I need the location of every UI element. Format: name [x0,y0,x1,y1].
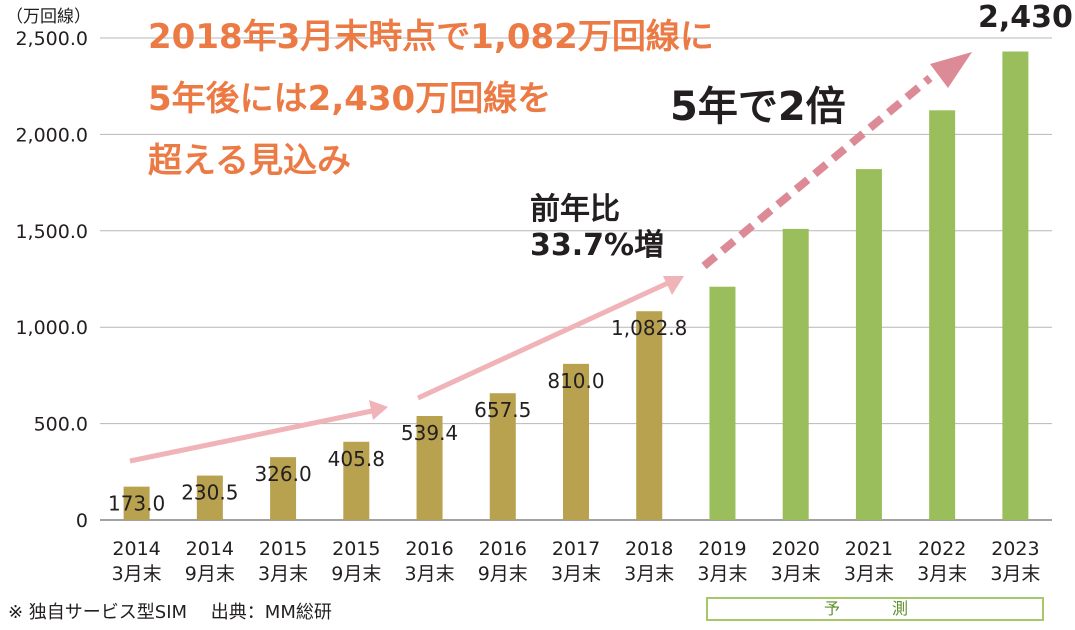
source-footnote: ※ 独自サービス型SIM 出典：MM総研 [8,602,332,623]
x-category-period: 3月末 [697,563,747,585]
yoy-growth: 前年比 33.7%増 [530,192,664,264]
x-category-period: 3月末 [990,563,1040,585]
data-labels: 173.0 230.5 326.0 405.8 539.4 657.5 810.0 1,082… [108,316,687,515]
data-label: 173.0 [108,492,165,516]
callout-line-3: 超える見込み [148,141,351,181]
bar [489,393,516,520]
x-category-period: 9月末 [331,563,381,585]
x-category-period: 9月末 [478,563,528,585]
x-category-year: 2016 [479,538,527,560]
x-category-year: 2021 [845,538,893,560]
bar [270,457,297,520]
bar [563,363,589,520]
yoy-label: 前年比 [530,192,620,227]
bar [709,286,736,520]
y-tick-label: 1,500.0 [15,221,88,243]
bar [1002,51,1029,520]
trend-arrow-line-1 [129,408,373,464]
x-category-year: 2015 [332,538,380,560]
x-category-year: 2019 [698,538,746,560]
callout-text: 2018年3月末時点で1,082万回線に 5年後には2,430万回線を 超える見… [148,6,828,192]
x-category-period: 3月末 [258,563,308,585]
x-category-year: 2016 [405,538,453,560]
x-category-period: 3月末 [112,563,162,585]
x-category-period: 3月末 [624,563,674,585]
bar [343,441,370,520]
x-category-year: 2017 [552,538,600,560]
data-label: 230.5 [181,481,238,505]
yoy-value: 33.7%増 [530,228,665,263]
x-category-period: 3月末 [917,563,967,585]
trend-arrow-head-1 [369,400,388,420]
callout-line-2: 5年後には2,430万回線を [148,79,552,119]
y-tick-label: 0 [76,510,88,532]
x-category-period: 9月末 [185,563,235,585]
x-category-period: 3月末 [844,563,894,585]
forecast-arrow-line [701,74,933,270]
data-label: 1,082.8 [611,316,687,340]
bar [855,169,882,520]
x-category-year: 2020 [772,538,820,560]
bar [196,475,223,520]
x-category-year: 2015 [259,538,307,560]
data-label: 326.0 [254,462,311,486]
bar [123,486,150,520]
forecast-arrow-head [930,52,972,88]
y-tick-label: 1,000.0 [15,317,88,339]
peak-value-label: 2,430 [978,0,1073,35]
data-label: 657.5 [474,398,531,422]
bar [782,228,809,520]
headline-double: 5年で2倍 [670,84,846,130]
x-category-period: 3月末 [404,563,454,585]
bar [416,416,443,520]
y-axis-ticks: 0 500.0 1,000.0 1,500.0 2,000.0 2,500.0 [15,28,88,532]
data-label: 405.8 [328,447,385,471]
y-tick-label: 2,000.0 [15,124,88,146]
x-category-year: 2022 [918,538,966,560]
trend-arrows [129,52,972,464]
x-axis-categories: 2014 3月末 2014 9月末 2015 3月末 2015 9月末 2016 3月末 2016 9… [112,538,1041,585]
y-axis-unit: （万回線） [6,7,91,27]
callout-line-1: 2018年3月末時点で1,082万回線に [148,17,714,57]
x-category-period: 3月末 [551,563,601,585]
trend-arrow-line-2 [416,280,670,401]
bars [123,51,1029,521]
data-label: 810.0 [547,369,604,393]
y-tick-label: 2,500.0 [15,28,88,50]
bar [929,110,956,521]
x-category-year: 2014 [112,538,160,560]
y-tick-label: 500.0 [34,414,88,436]
x-category-year: 2018 [625,538,673,560]
x-category-year: 2023 [991,538,1039,560]
trend-arrow-head-2 [663,276,684,295]
data-label: 539.4 [401,421,458,445]
bar [636,311,663,520]
forecast-label-box: 予 測 [706,597,1044,621]
x-category-year: 2014 [186,538,234,560]
x-category-period: 3月末 [771,563,821,585]
